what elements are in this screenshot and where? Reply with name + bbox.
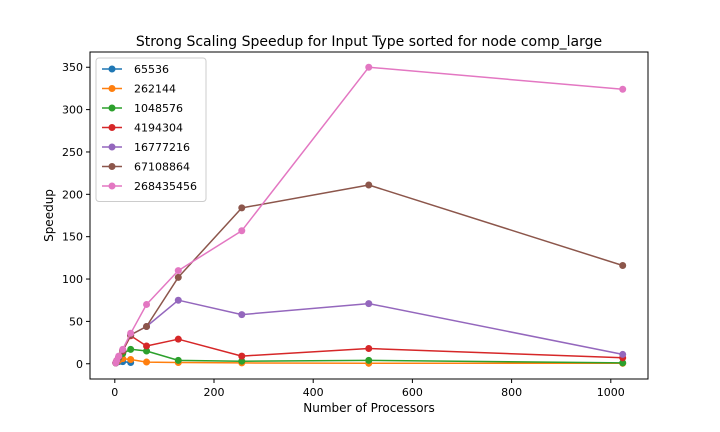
legend-marker	[108, 163, 116, 170]
legend-label: 67108864	[134, 161, 190, 174]
data-point	[365, 181, 373, 189]
data-point	[143, 322, 151, 330]
x-axis-label: Number of Processors	[303, 401, 434, 415]
data-point	[238, 311, 246, 319]
data-point	[365, 356, 373, 364]
data-point	[143, 300, 151, 308]
data-point	[238, 204, 246, 212]
x-tick-label: 200	[204, 386, 225, 399]
legend-marker	[108, 104, 116, 112]
data-point	[365, 300, 373, 308]
x-tick-label: 0	[111, 386, 118, 399]
plot-area-frame	[89, 51, 649, 380]
data-point	[619, 350, 627, 358]
data-point	[174, 335, 182, 343]
data-point	[143, 342, 151, 350]
legend-item: 16777216	[102, 141, 190, 154]
series-layer	[112, 63, 627, 367]
y-tick-label: 50	[69, 315, 83, 328]
data-point	[174, 356, 182, 364]
legend-label: 268435456	[134, 180, 197, 193]
legend-item: 262144	[102, 83, 176, 96]
data-point	[238, 352, 246, 360]
legend-label: 262144	[134, 83, 176, 96]
legend-marker	[108, 143, 116, 151]
series-line	[115, 184, 623, 364]
data-point	[143, 347, 151, 355]
legend-item: 65536	[102, 63, 169, 76]
series-line	[115, 299, 623, 364]
series-268435456	[112, 63, 627, 367]
legend-label: 4194304	[134, 122, 183, 135]
legend-label: 65536	[134, 63, 169, 76]
legend-label: 16777216	[134, 141, 190, 154]
data-point	[115, 352, 123, 360]
data-point	[143, 358, 151, 366]
x-tick-label: 600	[402, 386, 423, 399]
data-point	[127, 329, 135, 337]
data-point	[119, 345, 127, 353]
y-tick-label: 0	[76, 358, 83, 371]
legend-item: 1048576	[102, 102, 183, 115]
series-67108864	[112, 181, 627, 367]
series-16777216	[112, 296, 627, 367]
data-point	[365, 63, 373, 71]
legend-marker	[108, 65, 116, 73]
data-point	[238, 227, 246, 235]
legend-marker	[108, 124, 116, 131]
x-tick-label: 400	[303, 386, 324, 399]
legend-item: 67108864	[102, 161, 190, 174]
data-point	[174, 267, 182, 275]
y-tick-label: 200	[62, 188, 83, 201]
legend-marker	[108, 182, 116, 190]
data-point	[619, 261, 627, 269]
data-point	[127, 345, 135, 353]
data-point	[619, 359, 627, 367]
data-point	[238, 357, 246, 365]
data-point	[619, 85, 627, 93]
legend: 65536 262144 1048576 4194304 16777216 6710886…	[95, 57, 207, 202]
axis-ticks: 0 200 400 600 800 1000 0 50 100 150 200 250 300 350	[62, 61, 625, 399]
x-tick-label: 1000	[597, 386, 625, 399]
x-tick-label: 800	[501, 386, 522, 399]
data-point	[174, 273, 182, 281]
y-tick-label: 300	[62, 104, 83, 117]
legend-box	[95, 57, 207, 202]
y-tick-label: 100	[62, 273, 83, 286]
data-point	[365, 345, 373, 353]
y-tick-label: 350	[62, 61, 83, 74]
legend-marker	[108, 85, 116, 92]
legend-label: 1048576	[134, 102, 183, 115]
legend-item: 4194304	[102, 122, 183, 135]
y-tick-label: 150	[62, 231, 83, 244]
chart-title: Strong Scaling Speedup for Input Type so…	[136, 34, 602, 50]
y-axis-label: Speedup	[42, 189, 56, 242]
data-point	[127, 356, 135, 364]
legend-item: 268435456	[102, 180, 197, 193]
y-tick-label: 250	[62, 146, 83, 159]
data-point	[174, 296, 182, 304]
